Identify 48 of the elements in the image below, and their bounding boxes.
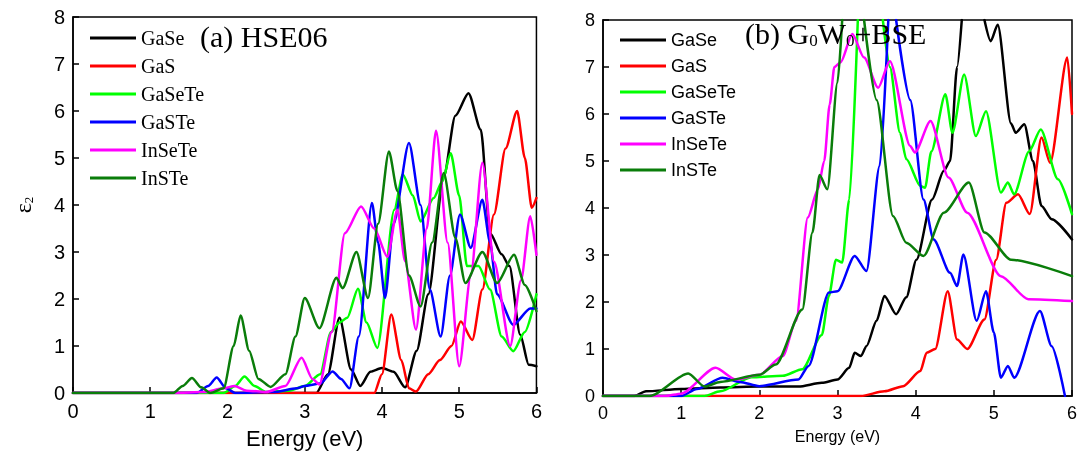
y-tick-label: 1	[584, 339, 595, 359]
legend-label: InSTe	[671, 160, 718, 180]
x-tick-label: 2	[221, 400, 234, 422]
legend-label: GaSe	[141, 27, 185, 49]
y-tick-label: 4	[584, 198, 595, 218]
legend-label: InSeTe	[141, 139, 198, 161]
y-tick-label: 5	[584, 151, 595, 171]
y-tick-label: 2	[584, 292, 595, 312]
legend-label: GaSeTe	[671, 82, 737, 102]
y-tick-label: 6	[53, 100, 65, 122]
x-tick-label: 4	[910, 403, 921, 423]
x-tick-label: 6	[530, 400, 542, 422]
y-tick-label: 6	[584, 104, 595, 124]
x-tick-label: 1	[676, 403, 687, 423]
y-tick-label: 7	[584, 57, 595, 77]
y-tick-label: 3	[584, 245, 595, 265]
legend-label: GaS	[141, 55, 176, 77]
legend-label: GaS	[671, 56, 708, 76]
legend-label: InSTe	[141, 167, 189, 189]
legend-label: InSeTe	[671, 134, 728, 154]
legend-label: GaSTe	[141, 111, 196, 133]
legend-label: GaSTe	[671, 108, 727, 128]
x-axis-title: Energy (eV)	[246, 425, 364, 451]
y-tick-label: 2	[53, 288, 65, 310]
x-tick-label: 1	[144, 400, 156, 422]
y-tick-label: 5	[53, 147, 65, 169]
x-tick-label: 0	[597, 403, 609, 423]
x-tick-label: 2	[754, 403, 765, 423]
x-axis-title: Energy (eV)	[794, 427, 881, 445]
y-tick-label: 4	[53, 194, 65, 216]
y-tick-label: 8	[53, 6, 65, 28]
y-tick-label: 3	[53, 241, 65, 263]
y-tick-label: 0	[584, 386, 595, 406]
legend-label: GaSeTe	[141, 83, 205, 105]
x-tick-label: 3	[832, 403, 843, 423]
x-tick-label: 6	[1066, 403, 1078, 423]
y-axis-title: ε2	[9, 196, 36, 214]
y-tick-label: 1	[53, 335, 65, 357]
y-tick-label: 0	[53, 382, 65, 404]
y-tick-label: 8	[584, 10, 595, 30]
x-tick-label: 5	[988, 403, 999, 423]
y-tick-label: 7	[53, 53, 65, 75]
x-tick-label: 0	[67, 400, 79, 422]
legend-label: GaSe	[671, 30, 718, 50]
chart-title: (a) HSE06	[200, 19, 328, 54]
x-tick-label: 3	[299, 400, 311, 422]
x-tick-label: 4	[376, 400, 388, 422]
x-tick-label: 5	[453, 400, 465, 422]
